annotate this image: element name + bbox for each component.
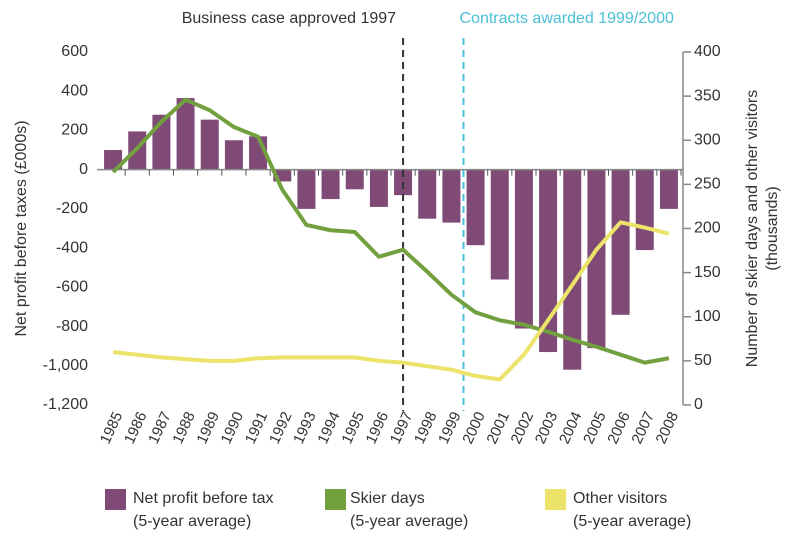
legend-label: Other visitors	[573, 490, 667, 507]
line-series	[112, 220, 670, 382]
bar	[297, 169, 316, 209]
y2-tick-label: 200	[694, 220, 721, 237]
x-tick-label: 1996	[363, 409, 393, 446]
y-tick-label: -600	[56, 279, 88, 296]
y-tick-label: 200	[61, 122, 88, 139]
bar	[466, 169, 485, 246]
x-tick-label: 2004	[556, 409, 586, 446]
bar	[345, 169, 364, 190]
y-axis-title: Net profit before taxes (£000s)	[13, 120, 30, 336]
x-tick-label: 1990	[218, 409, 248, 446]
y2-tick-label: 100	[694, 308, 721, 325]
x-tick-label: 2001	[483, 409, 513, 446]
y2-tick-label: 300	[694, 131, 721, 148]
bar	[442, 169, 461, 223]
x-tick-label: 2005	[580, 409, 610, 446]
y2-tick-label: 150	[694, 264, 721, 281]
annotation-text: Business case approved 1997	[182, 10, 396, 27]
bar	[659, 169, 678, 209]
bar	[321, 169, 340, 200]
bar	[200, 119, 219, 170]
y2-tick-label: 50	[694, 352, 712, 369]
bar	[635, 169, 654, 251]
x-tick-label: 2008	[653, 409, 683, 446]
x-tick-label: 1988	[169, 409, 199, 446]
x-tick-label: 1995	[338, 409, 368, 446]
legend-label: (5-year average)	[133, 513, 251, 530]
y2-tick-label: 400	[694, 43, 721, 60]
legend-label: (5-year average)	[573, 513, 691, 530]
bar	[104, 150, 123, 170]
y-tick-label: -1,000	[43, 357, 88, 374]
bar	[490, 169, 509, 280]
legend-swatch	[325, 489, 346, 510]
x-tick-label: 1986	[121, 409, 151, 446]
x-tick-label: 1989	[193, 409, 223, 446]
x-tick-label: 1987	[145, 409, 175, 446]
y2-tick-label: 250	[694, 176, 721, 193]
x-tick-label: 1997	[387, 409, 417, 446]
bar	[224, 140, 243, 170]
x-tick-label: 1993	[290, 409, 320, 446]
annotation-text: Contracts awarded 1999/2000	[460, 10, 674, 27]
x-tick-label: 1998	[411, 409, 441, 446]
y-tick-label: -400	[56, 239, 88, 256]
x-tick-label: 2007	[628, 409, 658, 446]
bar	[418, 169, 437, 219]
legend-label: (5-year average)	[350, 513, 468, 530]
y2-axis-title: (thousands)	[764, 186, 781, 271]
legend-label: Net profit before tax	[133, 490, 274, 507]
legend-label: Skier days	[350, 490, 425, 507]
x-tick-label: 1999	[435, 409, 465, 446]
bar	[587, 169, 606, 349]
x-tick-label: 1991	[242, 409, 272, 446]
bar	[369, 169, 388, 207]
x-tick-label: 2003	[532, 409, 562, 446]
bar	[563, 169, 582, 370]
line-series	[111, 97, 670, 365]
y-tick-label: -1,200	[43, 396, 88, 413]
y-tick-label: -800	[56, 318, 88, 335]
y-tick-label: 0	[79, 161, 88, 178]
y2-tick-label: 350	[694, 87, 721, 104]
y-tick-label: 600	[61, 43, 88, 60]
x-tick-label: 2000	[459, 409, 489, 446]
bar	[514, 169, 533, 329]
y-tick-label: 400	[61, 82, 88, 99]
y2-axis-title: Number of skier days and other visitors	[744, 90, 761, 367]
y2-tick-label: 0	[694, 396, 703, 413]
x-tick-label: 2006	[604, 409, 634, 446]
y-tick-label: -200	[56, 200, 88, 217]
x-tick-label: 1994	[314, 409, 344, 446]
bar	[176, 98, 195, 170]
bar	[611, 169, 630, 315]
legend-swatch	[545, 489, 566, 510]
legend-swatch	[105, 489, 126, 510]
x-tick-label: 1985	[97, 409, 127, 446]
bar	[539, 169, 558, 353]
x-tick-label: 2002	[508, 409, 538, 446]
bar	[273, 169, 292, 182]
x-tick-label: 1992	[266, 409, 296, 446]
